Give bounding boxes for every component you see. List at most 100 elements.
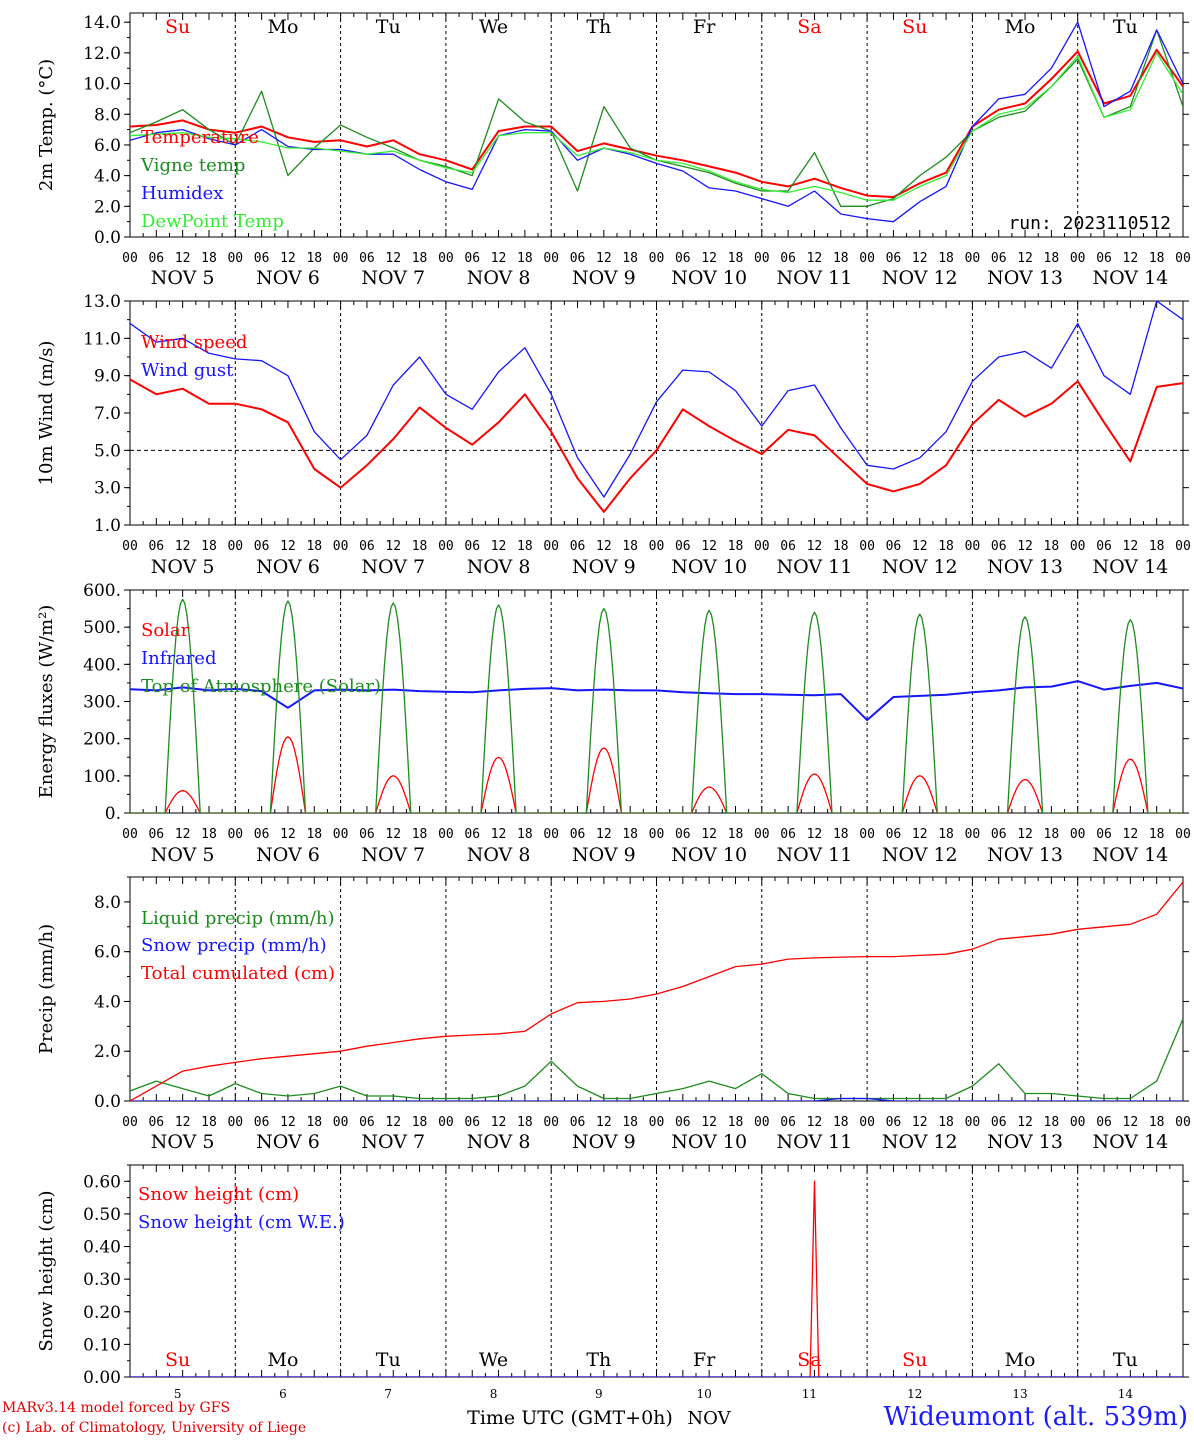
hour-tick-label: 00 — [965, 827, 981, 842]
y-tick-label: 0.10 — [83, 1335, 121, 1355]
hour-tick-label: 18 — [306, 827, 322, 842]
hour-tick-label: 18 — [622, 827, 638, 842]
date-label: NOV 8 — [467, 556, 531, 578]
date-label: NOV 12 — [882, 267, 958, 289]
weekday-label: Th — [586, 1349, 611, 1371]
hour-tick-label: 18 — [1044, 1115, 1060, 1130]
run-annotation: run: 2023110512 — [1008, 213, 1171, 234]
hour-tick-label: 12 — [491, 251, 507, 266]
date-label: NOV 14 — [1092, 844, 1168, 866]
hour-tick-label: 12 — [1123, 251, 1139, 266]
date-label: NOV 14 — [1092, 556, 1168, 578]
hour-tick-label: 18 — [517, 251, 533, 266]
hour-tick-label: 12 — [491, 539, 507, 554]
hour-tick-label: 00 — [754, 1115, 770, 1130]
hour-tick-label: 18 — [728, 827, 744, 842]
hour-tick-label: 00 — [543, 827, 559, 842]
date-label: NOV 11 — [777, 556, 853, 578]
weekday-label: Su — [902, 1349, 927, 1371]
hour-tick-label: 06 — [1096, 1115, 1112, 1130]
hour-tick-label: 06 — [675, 827, 691, 842]
legend-entry: Wind speed — [141, 332, 247, 353]
weekday-label: Tu — [1113, 16, 1138, 38]
date-label: NOV 13 — [987, 844, 1063, 866]
hour-tick-label: 06 — [886, 1115, 902, 1130]
hour-tick-label: 18 — [728, 251, 744, 266]
hour-tick-label: 12 — [385, 1115, 401, 1130]
hour-tick-label: 12 — [807, 539, 823, 554]
hour-tick-label: 06 — [1096, 251, 1112, 266]
hour-tick-label: 18 — [1044, 827, 1060, 842]
hour-tick-label: 06 — [464, 251, 480, 266]
y-tick-label: 1.0 — [94, 516, 121, 536]
y-tick-label: 2.0 — [94, 1042, 121, 1062]
legend-entry: Wind gust — [141, 360, 234, 381]
legend-entry: Solar — [141, 620, 190, 641]
hour-tick-label: 06 — [991, 251, 1007, 266]
hour-tick-label: 06 — [991, 1115, 1007, 1130]
hour-tick-label: 00 — [227, 827, 243, 842]
date-label: NOV 5 — [151, 844, 215, 866]
hour-tick-label: 00 — [543, 251, 559, 266]
hour-tick-label: 06 — [780, 827, 796, 842]
hour-tick-label: 00 — [754, 827, 770, 842]
hour-tick-label: 06 — [359, 1115, 375, 1130]
date-label: NOV 7 — [361, 556, 425, 578]
hour-tick-label: 18 — [306, 1115, 322, 1130]
hour-tick-label: 18 — [938, 1115, 954, 1130]
hour-tick-label: 06 — [1096, 539, 1112, 554]
hour-tick-label: 06 — [254, 827, 270, 842]
date-label: NOV 9 — [572, 844, 636, 866]
hour-tick-label: 00 — [438, 251, 454, 266]
hour-tick-label: 00 — [333, 539, 349, 554]
x-axis-unit: NOV — [687, 1408, 731, 1429]
series-line-wind-speed — [130, 378, 1183, 513]
hour-tick-label: 12 — [701, 539, 717, 554]
y-tick-label: 5.0 — [94, 441, 121, 461]
series-line-infrared — [130, 680, 1183, 722]
hour-tick-label: 06 — [570, 539, 586, 554]
date-label: NOV 10 — [671, 1131, 747, 1153]
y-tick-label: 400. — [83, 655, 121, 675]
weekday-label: Tu — [376, 1349, 401, 1371]
hour-tick-label: 00 — [1175, 827, 1191, 842]
weekday-label: We — [479, 16, 508, 38]
hour-tick-label: 12 — [807, 251, 823, 266]
hour-tick-label: 18 — [517, 539, 533, 554]
y-tick-label: 500. — [83, 618, 121, 638]
hour-tick-label: 12 — [175, 827, 191, 842]
hour-tick-label: 12 — [385, 251, 401, 266]
day-number-label: 7 — [384, 1387, 392, 1401]
hour-tick-label: 12 — [596, 827, 612, 842]
date-label: NOV 11 — [777, 844, 853, 866]
legend-entry: Snow height (cm) — [138, 1184, 299, 1205]
weekday-label: Sa — [797, 16, 821, 38]
hour-tick-label: 06 — [359, 251, 375, 266]
date-label: NOV 8 — [467, 844, 531, 866]
hour-tick-label: 18 — [622, 539, 638, 554]
series-line-temperature — [130, 48, 1183, 199]
hour-tick-label: 06 — [991, 539, 1007, 554]
hour-tick-label: 12 — [701, 1115, 717, 1130]
hour-tick-label: 06 — [359, 539, 375, 554]
series-line-top-of-atmosphere-solar — [130, 598, 1183, 813]
hour-tick-label: 18 — [201, 251, 217, 266]
hour-tick-label: 18 — [306, 251, 322, 266]
y-tick-label: 0.30 — [83, 1270, 121, 1290]
hour-tick-label: 00 — [965, 539, 981, 554]
hour-tick-label: 18 — [517, 1115, 533, 1130]
day-number-label: 5 — [174, 1387, 182, 1401]
hour-tick-label: 00 — [438, 1115, 454, 1130]
hour-tick-label: 00 — [333, 827, 349, 842]
date-label: NOV 6 — [256, 1131, 320, 1153]
date-label: NOV 14 — [1092, 1131, 1168, 1153]
y-tick-label: 0.0 — [94, 1092, 121, 1112]
hour-tick-label: 12 — [596, 1115, 612, 1130]
series-group — [130, 881, 1183, 1101]
hour-tick-label: 06 — [886, 539, 902, 554]
hour-tick-label: 18 — [1149, 251, 1165, 266]
hour-tick-label: 12 — [491, 1115, 507, 1130]
hour-tick-label: 12 — [280, 539, 296, 554]
